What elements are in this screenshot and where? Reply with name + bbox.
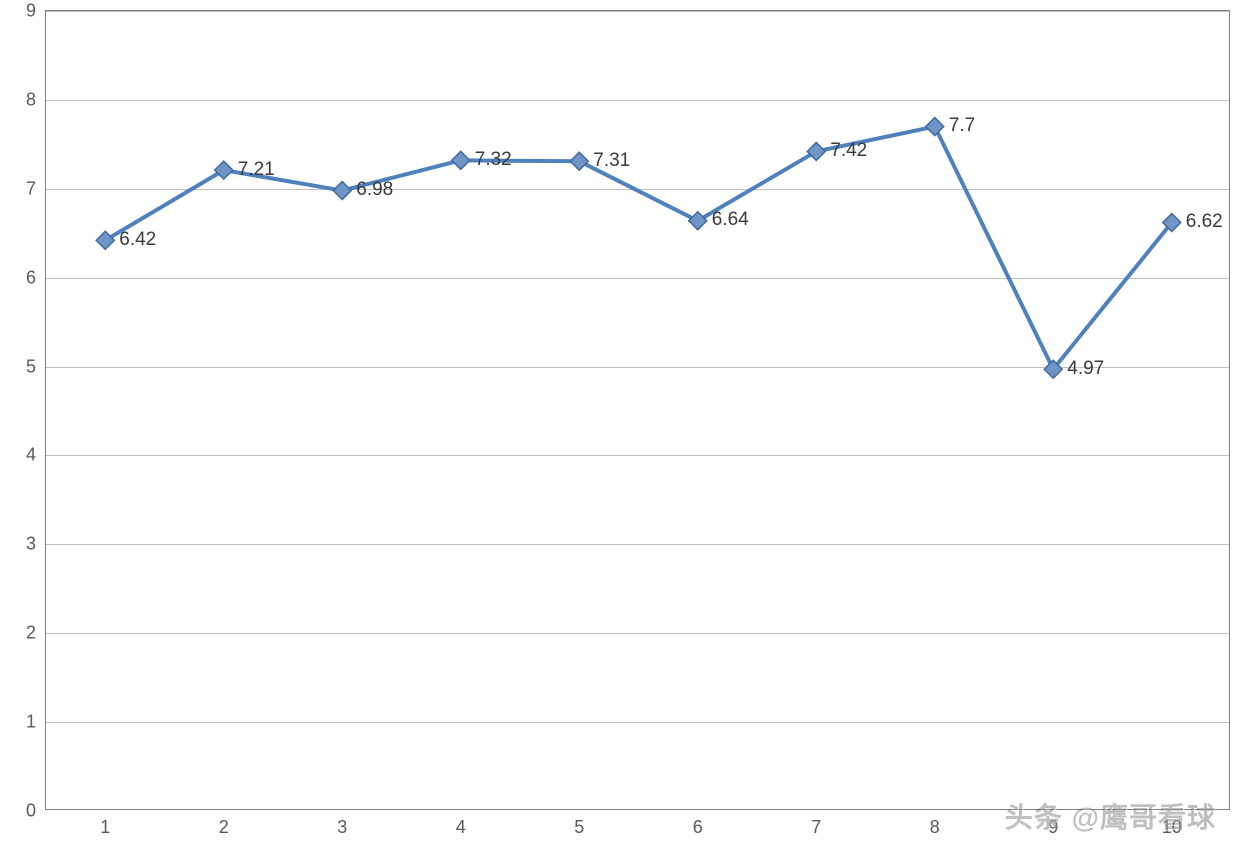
data-point-label: 6.62 [1186,211,1223,233]
data-marker [689,212,707,230]
y-axis-tick-label: 0 [26,801,46,822]
x-axis-tick-label: 5 [574,809,584,838]
data-point-label: 7.32 [475,149,512,171]
data-point-label: 7.7 [949,115,975,137]
line-series-svg [46,11,1231,811]
data-point-label: 6.98 [356,179,393,201]
x-axis-tick-label: 2 [219,809,229,838]
data-point-label: 7.21 [238,159,275,181]
data-marker [333,182,351,200]
x-axis-tick-label: 6 [693,809,703,838]
plot-area: 0123456789123456789106.427.216.987.327.3… [45,10,1230,810]
y-axis-tick-label: 6 [26,267,46,288]
y-axis-tick-label: 3 [26,534,46,555]
x-axis-tick-label: 1 [100,809,110,838]
data-marker [452,151,470,169]
x-axis-tick-label: 8 [930,809,940,838]
data-marker [96,231,114,249]
data-marker [807,142,825,160]
data-point-label: 6.64 [712,209,749,231]
data-marker [215,161,233,179]
data-point-label: 4.97 [1067,358,1104,380]
y-axis-tick-label: 5 [26,356,46,377]
watermark-text: 头条 @鹰哥看球 [1005,796,1216,836]
chart-container: 0123456789123456789106.427.216.987.327.3… [0,0,1246,854]
data-marker [570,152,588,170]
x-axis-tick-label: 7 [811,809,821,838]
y-axis-tick-label: 2 [26,623,46,644]
x-axis-tick-label: 3 [337,809,347,838]
data-point-label: 6.42 [119,229,156,251]
y-axis-tick-label: 8 [26,89,46,110]
data-marker [926,118,944,136]
y-axis-tick-label: 4 [26,445,46,466]
y-axis-tick-label: 9 [26,1,46,22]
x-axis-tick-label: 4 [456,809,466,838]
y-axis-tick-label: 1 [26,712,46,733]
data-point-label: 7.31 [593,150,630,172]
data-point-label: 7.42 [830,140,867,162]
y-axis-tick-label: 7 [26,178,46,199]
